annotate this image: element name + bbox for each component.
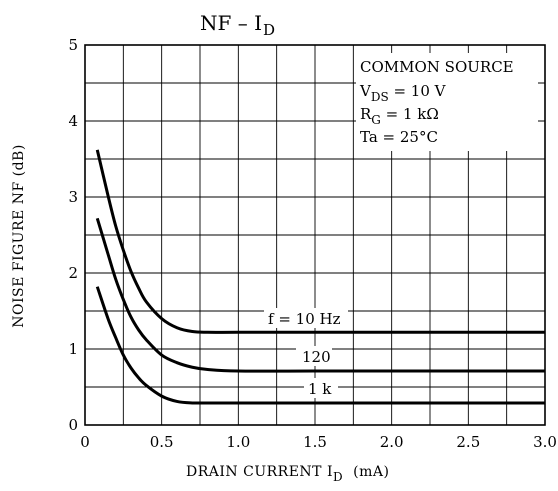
x-tick-label: 2.5 [456,433,480,451]
x-tick-label: 2.0 [380,433,404,451]
curve-label-bg-2 [304,378,338,398]
series-line-2 [95,286,545,405]
y-tick-label: 0 [68,416,78,434]
chart-title: NF – I [200,11,262,35]
conditions-note: COMMON SOURCE VDS = 10 V RG = 1 kΩ Ta = … [356,53,538,151]
condition-line-2: VDS = 10 V [359,82,447,104]
x-tick-label: 0 [80,433,90,451]
conditions-bg [356,53,538,151]
x-tick-label: 1.5 [303,433,327,451]
plot-frame [84,44,546,426]
curve-label-0: f = 10 Hz [268,310,341,328]
curves [95,149,545,405]
chart-title-subscript: D [263,21,275,39]
y-tick-labels: 0 1 2 3 4 5 [68,36,78,434]
curve-label-bg-1 [296,346,332,366]
x-tick-labels: 0 0.5 1.0 1.5 2.0 2.5 3.0 [80,433,557,451]
y-tick-label: 2 [68,264,78,282]
curve-labels: f = 10 Hz 120 1 k [264,308,348,398]
y-tick-label: 4 [68,112,78,130]
condition-line-1: COMMON SOURCE [360,58,514,76]
curve-label-bg-0 [264,308,348,328]
x-tick-label: 1.0 [226,433,250,451]
y-axis-title: NOISE FIGURE NF (dB) [11,144,27,328]
series-line-0 [95,149,545,334]
condition-line-4: Ta = 25°C [360,128,438,146]
curve-label-2: 1 k [308,380,332,398]
y-tick-label: 3 [68,188,78,206]
y-tick-label: 1 [68,340,78,358]
x-tick-label: 0.5 [150,433,174,451]
x-tick-label: 3.0 [533,433,557,451]
x-axis-title: DRAIN CURRENT ID (mA) [186,464,389,484]
condition-line-3: RG = 1 kΩ [360,105,439,127]
series-line-1 [95,217,545,373]
y-tick-label: 5 [68,36,78,54]
curve-label-1: 120 [302,348,331,366]
